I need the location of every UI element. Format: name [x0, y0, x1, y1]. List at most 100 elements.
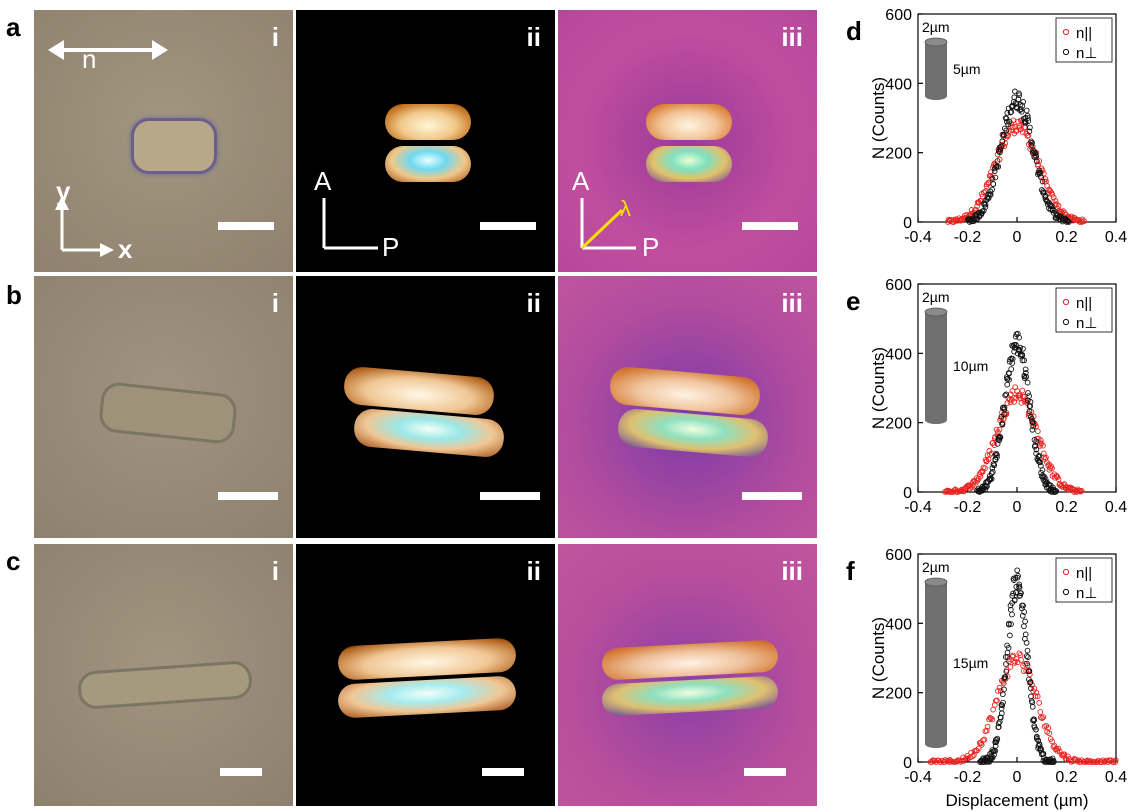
series-perpendicular — [974, 330, 1060, 495]
data-point — [1026, 676, 1032, 683]
data-point — [1027, 399, 1034, 405]
data-point — [1026, 128, 1033, 135]
data-point — [999, 702, 1006, 709]
data-point — [1034, 428, 1041, 435]
data-point — [1026, 668, 1033, 675]
data-point — [1078, 488, 1085, 494]
data-point — [1021, 623, 1027, 630]
data-point — [994, 454, 1000, 461]
data-point — [1076, 487, 1083, 494]
data-point — [982, 486, 989, 493]
x-tick-label: 0 — [1013, 229, 1022, 246]
x-tick-label: -0.2 — [954, 769, 982, 786]
data-point — [1005, 645, 1012, 651]
inset-length-label: 5µm — [953, 61, 981, 77]
data-point — [1018, 590, 1024, 596]
y-tick-label: 0 — [903, 485, 912, 502]
data-point — [998, 705, 1005, 712]
scale-bar — [482, 768, 524, 776]
data-point — [1112, 757, 1119, 764]
data-point — [999, 138, 1006, 145]
data-point — [989, 716, 996, 723]
xy-axes-icon — [55, 196, 114, 257]
data-point — [1036, 453, 1042, 459]
data-point — [995, 163, 1002, 170]
x-axis-label: Displacement (µm) — [946, 791, 1089, 810]
data-point — [1046, 730, 1053, 737]
data-point — [1029, 139, 1035, 146]
series-parallel — [945, 117, 1087, 225]
data-point — [1018, 657, 1024, 663]
data-point — [1002, 674, 1009, 680]
data-point — [1042, 193, 1048, 200]
data-point — [1009, 360, 1016, 366]
data-point — [991, 442, 998, 448]
data-point — [1017, 344, 1024, 351]
data-point — [1024, 379, 1031, 386]
data-point — [1029, 426, 1036, 433]
data-point — [997, 434, 1004, 441]
data-point — [1010, 590, 1016, 597]
y-tick-label: 200 — [885, 416, 912, 433]
panel-label-iii: iii — [781, 556, 803, 586]
inset-cylinder-bottom — [925, 740, 947, 748]
data-point — [1024, 660, 1030, 667]
data-point — [967, 483, 974, 489]
x-tick-label: 0.2 — [1055, 499, 1077, 516]
row-label-a: a — [6, 12, 21, 42]
data-point — [1049, 465, 1055, 472]
data-point — [992, 743, 999, 749]
data-point — [1053, 488, 1060, 494]
micrograph-a-waveplate: iii A P λ — [558, 10, 817, 272]
particle-rod — [131, 118, 217, 174]
legend-marker — [1062, 568, 1070, 576]
data-point — [994, 697, 1000, 704]
polarizer-label: P — [642, 232, 660, 262]
x-tick-label: -0.4 — [904, 499, 932, 516]
data-point — [1052, 198, 1059, 204]
inset-cylinder — [925, 42, 947, 96]
data-point — [1025, 115, 1031, 121]
data-point — [1011, 395, 1017, 401]
data-point — [990, 181, 997, 187]
series-parallel — [927, 650, 1119, 765]
birefringent-lobe-lower — [646, 146, 732, 182]
data-point — [982, 465, 988, 472]
birefringent-lobe-upper — [342, 365, 496, 417]
x-tick-label: -0.2 — [954, 229, 982, 246]
legend-entry: n⊥ — [1076, 315, 1097, 332]
data-point — [1039, 178, 1046, 185]
data-point — [1019, 612, 1026, 619]
scale-bar — [744, 768, 786, 776]
data-point — [989, 469, 996, 475]
data-point — [1017, 107, 1023, 113]
data-point — [1029, 143, 1036, 150]
histogram-plot-e: e 0 200 400 600 -0.4 -0.2 0 0.2 0.4 N (Counts) 2µm 1… — [846, 277, 1127, 516]
data-point — [1033, 733, 1040, 740]
data-point — [1061, 210, 1068, 216]
data-point — [1020, 393, 1026, 400]
data-point — [1033, 438, 1040, 445]
data-point — [1021, 357, 1028, 364]
data-point — [1024, 647, 1031, 654]
data-point — [1022, 366, 1029, 373]
legend-entry: n|| — [1076, 295, 1092, 312]
data-point — [1016, 123, 1023, 129]
data-point — [982, 204, 989, 210]
scale-bar — [218, 222, 274, 230]
scale-bar — [742, 492, 802, 500]
polarizer-label: P — [382, 232, 400, 262]
data-point — [1000, 132, 1007, 139]
data-point — [988, 753, 995, 759]
legend-entry: n⊥ — [1076, 585, 1097, 602]
data-point — [1047, 759, 1053, 765]
inset-diameter-label: 2µm — [922, 19, 950, 35]
data-point — [957, 759, 964, 765]
inset-length-label: 10µm — [953, 358, 988, 374]
director-label: n — [82, 44, 97, 74]
data-point — [1033, 689, 1040, 696]
data-point — [969, 753, 976, 760]
data-point — [1006, 370, 1012, 377]
data-point — [999, 421, 1006, 428]
data-point — [1040, 442, 1046, 449]
